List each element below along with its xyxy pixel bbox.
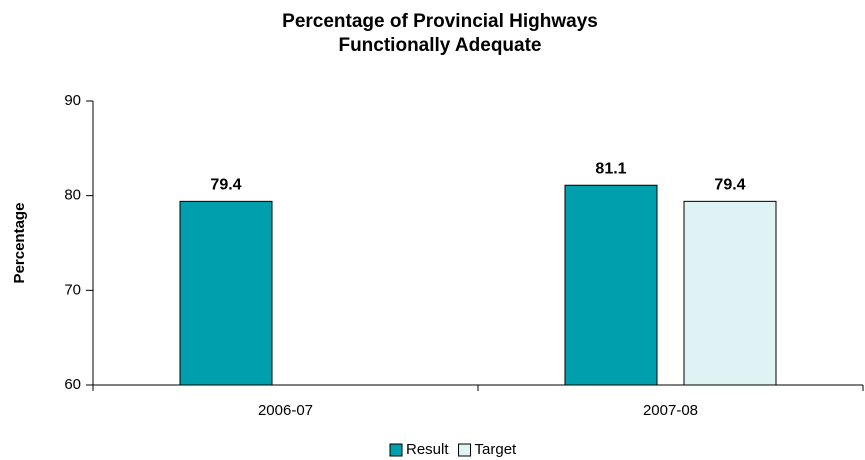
y-axis-label: Percentage xyxy=(11,203,28,284)
value-label: 79.4 xyxy=(714,177,745,194)
x-tick-label: 2007-08 xyxy=(643,402,698,419)
chart-title: Percentage of Provincial Highways xyxy=(282,11,598,32)
value-label: 81.1 xyxy=(595,160,626,177)
bar xyxy=(179,200,273,386)
legend-label: Target xyxy=(475,441,518,458)
legend-swatch xyxy=(389,443,403,457)
bar xyxy=(564,184,658,386)
y-tick-label: 60 xyxy=(64,376,81,393)
x-tick-label: 2006-07 xyxy=(258,402,313,419)
legend-label: Result xyxy=(406,441,449,458)
y-tick-label: 90 xyxy=(64,92,81,109)
y-tick-label: 70 xyxy=(64,281,81,298)
chart-title: Functionally Adequate xyxy=(338,35,541,56)
value-label: 79.4 xyxy=(210,177,241,194)
bar xyxy=(683,200,777,386)
legend-swatch xyxy=(458,443,472,457)
y-tick-label: 80 xyxy=(64,187,81,204)
